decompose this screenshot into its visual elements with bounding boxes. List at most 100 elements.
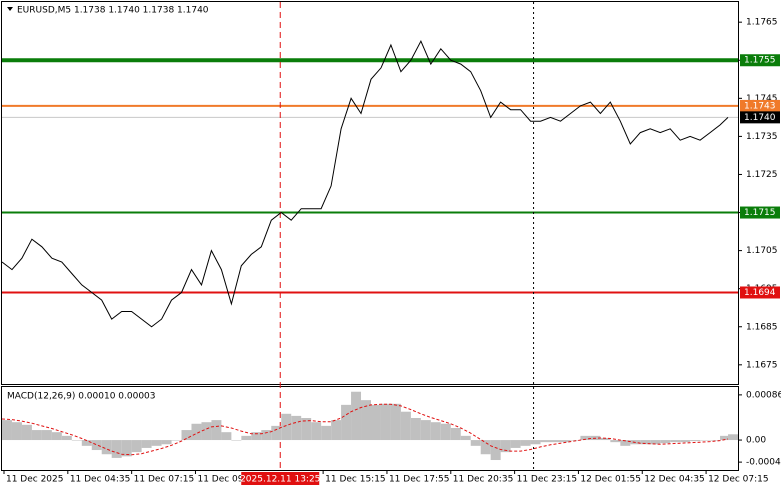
- macd-bar: [490, 440, 501, 461]
- macd-bar: [720, 435, 729, 441]
- level-label: 1.1755: [744, 56, 776, 66]
- macd-bar: [151, 440, 162, 446]
- macd-bar: [640, 440, 651, 445]
- macd-bar: [550, 440, 561, 443]
- x-tick-label: 12 Dec 01:55: [580, 475, 641, 485]
- macd-bar: [311, 422, 322, 441]
- macd-bar: [610, 440, 621, 443]
- macd-bar: [520, 440, 531, 446]
- x-tick-label: 11 Dec 04:35: [70, 475, 131, 485]
- macd-bar: [710, 440, 721, 441]
- macd-bar: [281, 413, 292, 441]
- x-tick-label: 11 Dec 07:15: [134, 475, 195, 485]
- macd-bar: [510, 440, 521, 448]
- macd-bar: [31, 430, 42, 441]
- macd-bar: [620, 440, 631, 446]
- x-tick-label: 11 Dec 09:55: [197, 475, 258, 485]
- macd-bar: [271, 425, 282, 441]
- macd-bar: [690, 440, 701, 442]
- macd-bar: [370, 404, 381, 441]
- y-tick-label: 1.1745: [746, 94, 778, 104]
- macd-bar: [131, 440, 142, 453]
- level-label: 1.1715: [744, 208, 776, 218]
- macd-bar: [231, 440, 242, 441]
- crosshair-label: 2025.12.11 13:25: [240, 475, 320, 485]
- macd-bar: [71, 440, 82, 441]
- macd-bar: [221, 432, 232, 441]
- macd-bar: [251, 432, 262, 441]
- macd-bar: [420, 420, 431, 441]
- macd-bar: [440, 423, 451, 441]
- macd-bar: [351, 391, 362, 441]
- macd-bar: [41, 430, 52, 441]
- macd-bar: [650, 440, 661, 445]
- x-tick-label: 11 Dec 23:15: [517, 475, 578, 485]
- macd-bar: [480, 440, 491, 455]
- price-line: [1, 40, 729, 328]
- macd-title: MACD(12,26,9) 0.00010 0.00003: [7, 392, 156, 402]
- signal-line: [1, 403, 729, 456]
- y-tick-label: 0.00086: [746, 390, 781, 400]
- macd-bar: [670, 440, 681, 443]
- macd-bar: [191, 423, 202, 441]
- level-label-box: [740, 54, 780, 67]
- macd-bar: [2, 420, 12, 441]
- macd-bar: [410, 417, 421, 441]
- macd-bar: [570, 440, 581, 441]
- level-label-box: [740, 206, 780, 219]
- macd-bar: [181, 430, 192, 441]
- macd-bar: [301, 417, 312, 441]
- macd-bar: [141, 440, 152, 448]
- current-price-label: 1.1740: [744, 113, 776, 123]
- macd-bar: [530, 440, 541, 445]
- macd-bar: [728, 434, 738, 441]
- y-tick-label: 1.1735: [746, 132, 778, 142]
- macd-bar: [600, 437, 611, 441]
- macd-bar: [61, 435, 72, 441]
- price-frame: [1, 1, 739, 385]
- y-tick-label: 1.1675: [746, 360, 778, 370]
- macd-bar: [660, 440, 671, 444]
- macd-bar: [450, 427, 461, 441]
- macd-bar: [201, 422, 212, 441]
- macd-bar: [51, 432, 62, 441]
- x-tick-label: 11 Dec 17:55: [389, 475, 450, 485]
- macd-bar: [161, 440, 172, 445]
- y-tick-label: 1.1685: [746, 322, 778, 332]
- macd-bar: [211, 420, 222, 441]
- x-tick-label: 12 Dec 04:35: [644, 475, 705, 485]
- macd-bar: [91, 440, 102, 451]
- macd-bar: [430, 422, 441, 441]
- macd-bar: [680, 440, 691, 443]
- macd-bar: [81, 440, 92, 446]
- macd-bar: [241, 435, 252, 441]
- x-tick-label: 12 Dec 07:15: [708, 475, 769, 485]
- y-tick-label: 1.1765: [746, 18, 778, 28]
- macd-bar: [341, 404, 352, 441]
- macd-bar: [171, 440, 182, 441]
- macd-bar: [390, 403, 401, 441]
- macd-bar: [111, 440, 122, 458]
- crosshair-label-box: [241, 472, 320, 485]
- macd-bar: [400, 411, 411, 441]
- x-tick-label: 11 Dec 15:15: [325, 475, 386, 485]
- macd-bar: [321, 425, 332, 441]
- macd-bar: [460, 435, 471, 441]
- level-label-box: [740, 286, 780, 299]
- macd-bar: [361, 400, 371, 441]
- macd-bar: [121, 440, 132, 457]
- price-title: EURUSD,M5 1.1738 1.1740 1.1738 1.1740: [17, 6, 209, 16]
- macd-bar: [101, 440, 112, 455]
- macd-bar: [470, 440, 481, 446]
- current-price-box: [740, 111, 780, 124]
- y-tick-label: 1.1725: [746, 170, 778, 180]
- macd-frame: [1, 386, 739, 471]
- level-label-box: [740, 99, 780, 112]
- x-tick-label: 11 Dec 20:35: [453, 475, 514, 485]
- y-tick-label: -0.00042: [746, 458, 781, 468]
- macd-bar: [11, 422, 22, 441]
- dropdown-icon[interactable]: [7, 7, 13, 11]
- x-tick-label: 11 Dec 2025: [6, 475, 64, 485]
